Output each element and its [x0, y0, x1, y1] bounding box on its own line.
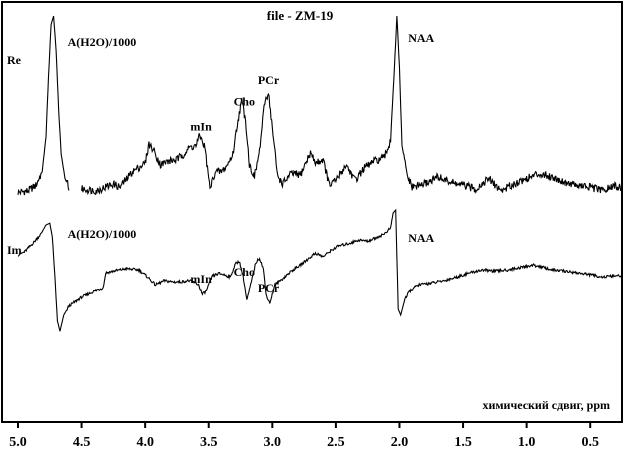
x-tick-label-4-0: 4.0: [136, 435, 154, 450]
peak-label-im-ah2o1000: A(H2O)/1000: [68, 227, 137, 241]
x-tick-label-3-5: 3.5: [200, 435, 218, 450]
x-tick-label-5-0: 5.0: [9, 435, 27, 450]
peak-label-re-naa: NAA: [408, 31, 434, 45]
peak-label-re-pcr: PCr: [258, 73, 280, 87]
x-tick-label-2-0: 2.0: [391, 435, 409, 450]
chart-title: file - ZM-19: [267, 8, 334, 23]
x-tick-label-3-0: 3.0: [264, 435, 282, 450]
peak-label-re-cho: Cho: [234, 95, 255, 109]
peak-label-im-naa: NAA: [408, 231, 434, 245]
series-label-re: Re: [7, 53, 22, 67]
x-tick-label-1-0: 1.0: [518, 435, 536, 450]
plot-frame: [1, 1, 623, 423]
peak-label-re-min: mIn: [190, 119, 212, 133]
series-line-re-2: [81, 15, 623, 196]
peak-label-re-ah2o1000: A(H2O)/1000: [68, 35, 137, 49]
x-tick-label-1-5: 1.5: [454, 435, 472, 450]
peak-label-im-pcr: PCr: [258, 281, 280, 295]
series-line-re-1: [17, 15, 70, 196]
series-line-im-1: [17, 208, 623, 332]
x-tick-label-2-5: 2.5: [327, 435, 345, 450]
peak-label-im-cho: Cho: [234, 265, 255, 279]
series-label-im: Im: [7, 243, 22, 257]
x-tick-label-0-5: 0.5: [581, 435, 599, 450]
peak-label-im-min: mIn: [190, 272, 212, 286]
x-tick-label-4-5: 4.5: [73, 435, 91, 450]
x-axis-title: химический сдвиг, ppm: [482, 398, 610, 412]
